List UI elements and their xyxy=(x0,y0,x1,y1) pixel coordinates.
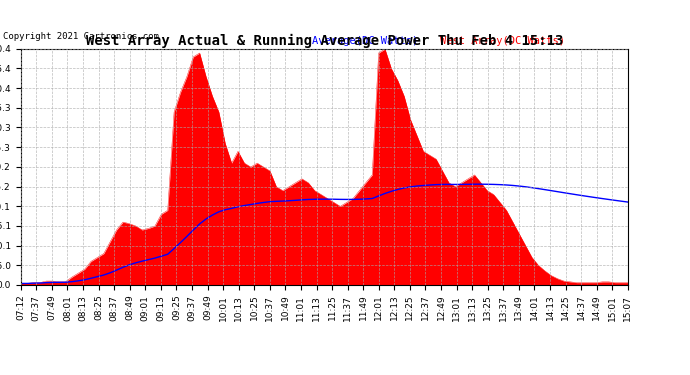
Text: Copyright 2021 Cartronics.com: Copyright 2021 Cartronics.com xyxy=(3,32,159,41)
Text: Average(DC Watts): Average(DC Watts) xyxy=(312,36,418,46)
Text: West Array(DC Watts): West Array(DC Watts) xyxy=(440,36,564,46)
Title: West Array Actual & Running Average Power Thu Feb 4 15:13: West Array Actual & Running Average Powe… xyxy=(86,33,563,48)
